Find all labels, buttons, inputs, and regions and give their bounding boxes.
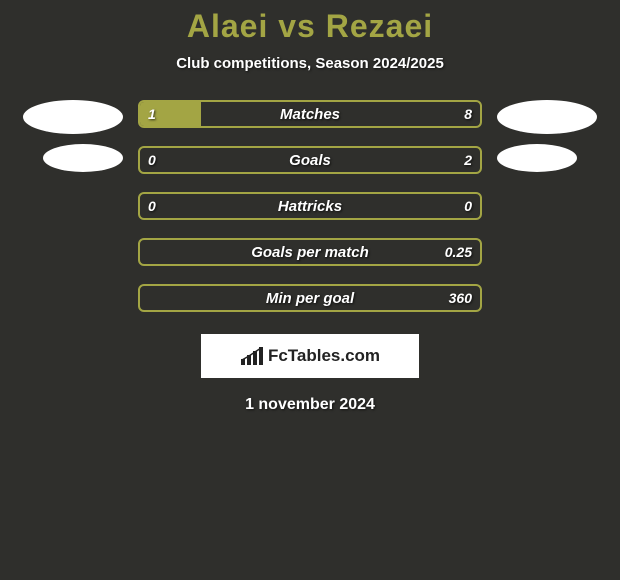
site-logo: FcTables.com [201,334,419,378]
avatar-placeholder [497,144,577,172]
footer-date: 1 november 2024 [0,396,620,414]
stat-bar: 02Goals [138,146,482,174]
avatar-placeholder [23,100,123,134]
bar-label: Goals [140,148,480,172]
bar-label: Min per goal [140,286,480,310]
comparison-infographic: Alaei vs Rezaei Club competitions, Seaso… [0,0,620,414]
player-right-avatars [497,100,597,172]
stat-bar: 00Hattricks [138,192,482,220]
player-left-avatars [23,100,123,172]
avatar-placeholder [43,144,123,172]
page-title: Alaei vs Rezaei [0,8,620,45]
comparison-area: 18Matches 02Goals 00Hattricks 0.25Goals per… [0,100,620,312]
bar-label: Goals per match [140,240,480,264]
logo-text: FcTables.com [268,346,380,366]
subtitle: Club competitions, Season 2024/2025 [0,55,620,72]
bar-label: Hattricks [140,194,480,218]
avatar-placeholder [497,100,597,134]
stat-bars: 18Matches 02Goals 00Hattricks 0.25Goals per… [138,100,482,312]
stat-bar: 18Matches [138,100,482,128]
bar-chart-icon [240,347,264,365]
stat-bar: 0.25Goals per match [138,238,482,266]
stat-bar: 360Min per goal [138,284,482,312]
bar-label: Matches [140,102,480,126]
